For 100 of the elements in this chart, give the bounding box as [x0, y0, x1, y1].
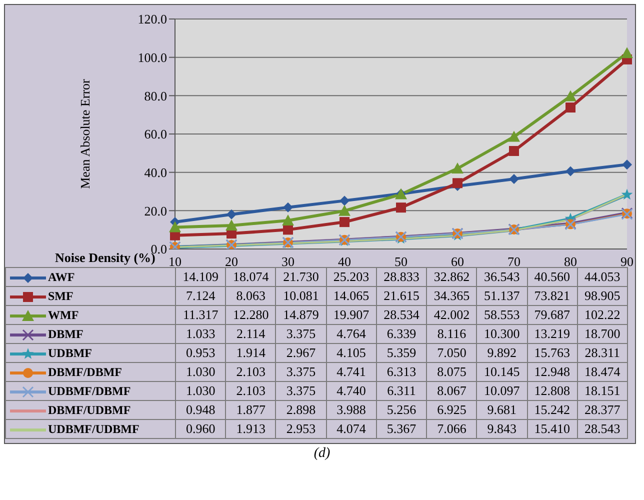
x-tick-label: 50: [394, 254, 408, 270]
data-label: 5.359: [376, 344, 427, 362]
data-label: 12.808: [527, 382, 578, 400]
data-label: 5.367: [376, 420, 427, 438]
data-label: 14.109: [176, 268, 226, 286]
data-label: 6.925: [426, 400, 477, 420]
data-label: 18.700: [577, 324, 628, 344]
data-label: 19.907: [326, 306, 376, 324]
data-label: 79.687: [527, 306, 578, 324]
data-label: 6.339: [376, 324, 427, 344]
data-label: 10.145: [476, 362, 528, 382]
data-label: 0.948: [176, 400, 226, 420]
data-label: 1.033: [176, 324, 226, 344]
data-label: 21.730: [276, 268, 326, 286]
data-label: 18.474: [577, 362, 628, 382]
x-tick-label: 10: [168, 254, 182, 270]
data-label: 73.821: [527, 286, 578, 306]
x-tick-label: 60: [451, 254, 464, 270]
data-label: 28.534: [376, 306, 427, 324]
y-axis-title: Mean Absolute Error: [78, 78, 93, 189]
data-label: 1.877: [226, 400, 276, 420]
data-label: 10.300: [476, 324, 528, 344]
x-tick-label: 80: [564, 254, 577, 270]
data-label: 2.103: [226, 382, 276, 400]
data-label: 2.953: [276, 420, 326, 438]
legend-label: SMF: [6, 286, 176, 306]
text: (d): [312, 446, 332, 462]
data-label: 3.375: [276, 324, 326, 344]
data-label: 1.030: [176, 362, 226, 382]
x-tick-label: 90: [620, 254, 634, 270]
data-label: 44.053: [577, 268, 628, 286]
data-label: 8.067: [426, 382, 477, 400]
data-label: 9.681: [476, 400, 528, 420]
data-label: 28.311: [577, 344, 628, 362]
x-tick-label: 40: [338, 254, 351, 270]
data-label: 15.410: [527, 420, 578, 438]
data-label: 8.116: [426, 324, 477, 344]
x-tick-label: 70: [508, 254, 520, 270]
data-label: 1.914: [226, 344, 276, 362]
data-label: 2.103: [226, 362, 276, 382]
data-label: 15.763: [527, 344, 578, 362]
legend-label: UDBMF: [6, 344, 176, 362]
data-label: 58.553: [476, 306, 528, 324]
legend-label: UDBMF/DBMF: [6, 382, 176, 400]
data-label: 25.203: [326, 268, 376, 286]
data-label: 34.365: [426, 286, 477, 306]
data-label: 7.050: [426, 344, 477, 362]
y-tick-label: 80.0: [144, 88, 167, 104]
data-label: 0.953: [176, 344, 226, 362]
data-label: 2.114: [226, 324, 276, 344]
data-label: 13.219: [527, 324, 578, 344]
data-label: 36.543: [476, 268, 528, 286]
data-label: 9.892: [476, 344, 528, 362]
data-label: 2.898: [276, 400, 326, 420]
data-label: 11.317: [176, 306, 226, 324]
data-label: 15.242: [527, 400, 578, 420]
data-label: 4.740: [326, 382, 376, 400]
data-label: 5.256: [376, 400, 427, 420]
data-label: 98.905: [577, 286, 628, 306]
data-label: 7.066: [426, 420, 477, 438]
data-label: 4.105: [326, 344, 376, 362]
data-label: 1.913: [226, 420, 276, 438]
data-label: 28.543: [577, 420, 628, 438]
y-tick-label: 40.0: [144, 164, 167, 180]
data-label: 18.074: [226, 268, 276, 286]
y-tick-label: 60.0: [144, 126, 167, 142]
data-label: 10.081: [276, 286, 326, 306]
data-label: 14.879: [276, 306, 326, 324]
legend-label: AWF: [6, 268, 176, 286]
data-label: 18.151: [577, 382, 628, 400]
data-label: 3.375: [276, 382, 326, 400]
data-label: 3.375: [276, 362, 326, 382]
y-tick-label: 100.0: [138, 50, 167, 65]
data-label: 28.833: [376, 268, 427, 286]
y-tick-label: 20.0: [144, 203, 167, 218]
data-label: 14.065: [326, 286, 376, 306]
data-label: 4.764: [326, 324, 376, 344]
data-label: 4.074: [326, 420, 376, 438]
data-label: 0.960: [176, 420, 226, 438]
data-label: 12.280: [226, 306, 276, 324]
data-label: 7.124: [176, 286, 226, 306]
data-label: 6.311: [376, 382, 427, 400]
legend-label: DBMF/UDBMF: [6, 400, 176, 420]
data-label: 40.560: [527, 268, 578, 286]
x-tick-label: 20: [225, 254, 238, 270]
data-label: 21.615: [376, 286, 427, 306]
data-label: 8.063: [226, 286, 276, 306]
y-tick-label: 120.0: [138, 12, 167, 27]
x-tick-label: 30: [282, 254, 294, 270]
data-label: 42.002: [426, 306, 477, 324]
data-label: 9.843: [476, 420, 528, 438]
data-label: 51.137: [476, 286, 528, 306]
legend-label: DBMF/DBMF: [6, 362, 176, 382]
data-label: 12.948: [527, 362, 578, 382]
data-label: 3.988: [326, 400, 376, 420]
data-label: 32.862: [426, 268, 477, 286]
data-label: 1.030: [176, 382, 226, 400]
data-label: 8.075: [426, 362, 477, 382]
legend-label: WMF: [6, 306, 176, 324]
data-label: 28.377: [577, 400, 628, 420]
